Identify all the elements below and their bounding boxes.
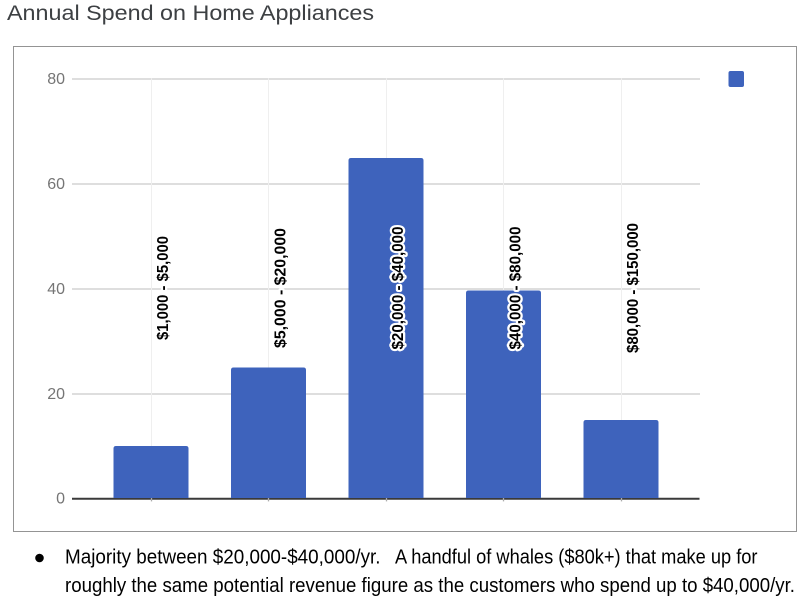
svg-text:roughly the same potential rev: roughly the same potential revenue figur… — [65, 575, 795, 597]
svg-text:60: 60 — [47, 176, 65, 193]
svg-text:$80,000 - $150,000: $80,000 - $150,000 — [625, 223, 642, 353]
svg-text:80: 80 — [47, 71, 65, 88]
svg-text:0: 0 — [56, 491, 65, 508]
svg-text:$40,000 - $80,000: $40,000 - $80,000 — [507, 226, 524, 349]
svg-text:$20,000 - $40,000: $20,000 - $40,000 — [390, 226, 407, 349]
svg-text:Majority between $20,000-$40,0: Majority between $20,000-$40,000/yr. A ha… — [65, 547, 758, 569]
svg-text:$1,000 - $5,000: $1,000 - $5,000 — [155, 236, 172, 340]
svg-text:40: 40 — [47, 281, 65, 298]
svg-text:20: 20 — [47, 386, 65, 403]
svg-text:Annual Spend on Home Appliance: Annual Spend on Home Appliances — [7, 2, 374, 25]
svg-text:$5,000 - $20,000: $5,000 - $20,000 — [272, 228, 289, 348]
